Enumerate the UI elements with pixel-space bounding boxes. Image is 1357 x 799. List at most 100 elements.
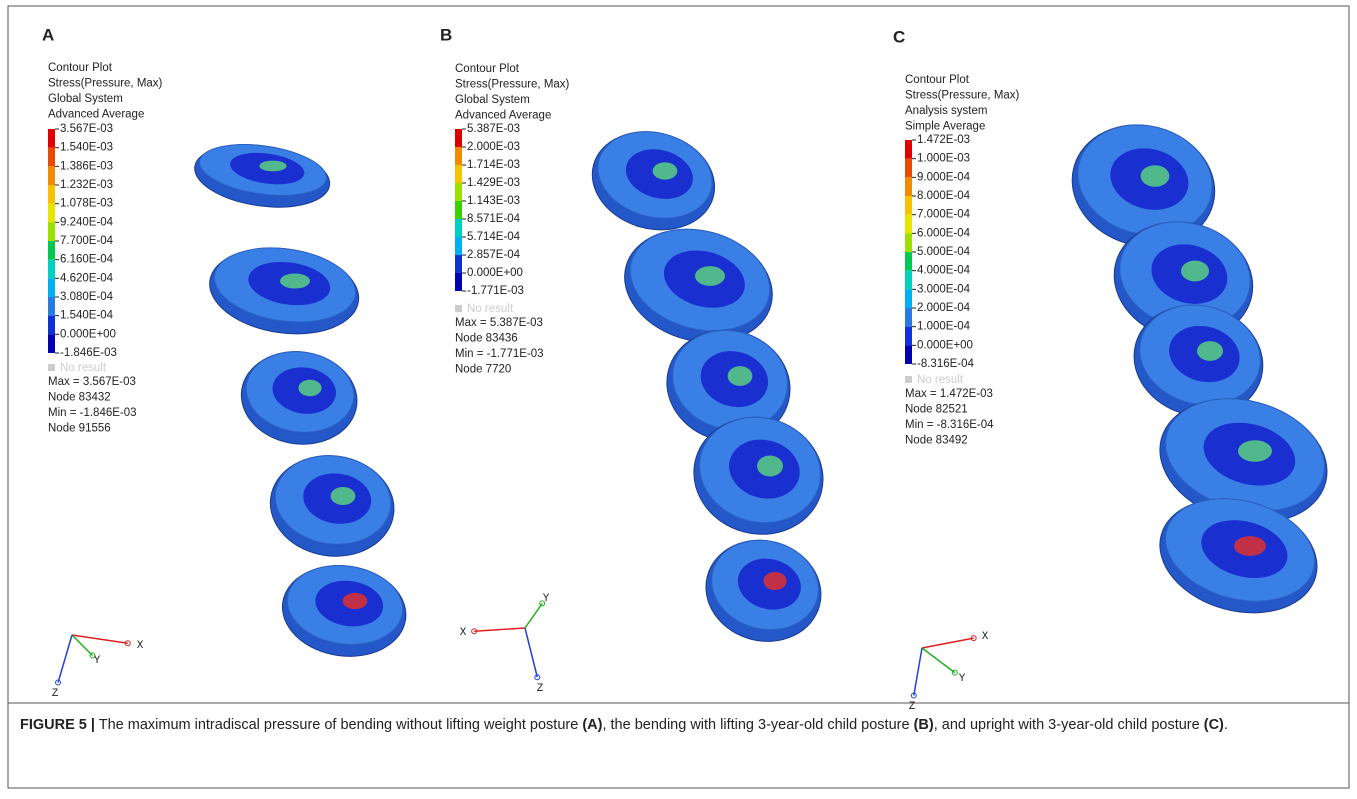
triad-axis	[58, 635, 72, 683]
legend-level: -1.846E-03	[60, 347, 117, 359]
legend-stat: Node 7720	[455, 364, 511, 376]
triad-label: Z	[537, 683, 544, 695]
no-result: No result	[60, 362, 107, 374]
legend-stat: Node 83436	[455, 333, 518, 345]
panel-label: B	[440, 25, 452, 44]
no-result-swatch	[455, 305, 462, 312]
legend-stat: Min = -1.846E-03	[48, 407, 137, 419]
legend-swatch	[455, 147, 462, 165]
legend-swatch	[48, 241, 55, 260]
triad-label: Y	[94, 655, 101, 667]
legend-swatch	[48, 297, 55, 316]
legend-header: Analysis system	[905, 105, 987, 117]
legend-level: 2.857E-04	[467, 249, 521, 261]
stress-patch	[757, 456, 783, 477]
legend-level: 1.386E-03	[60, 160, 113, 172]
legend-header: Stress(Pressure, Max)	[48, 78, 163, 90]
legend-header: Advanced Average	[455, 110, 551, 122]
legend-swatch	[48, 334, 55, 353]
stress-patch	[1197, 341, 1223, 361]
legend-level: 1.540E-03	[60, 142, 113, 154]
figure-canvas: AContour PlotStress(Pressure, Max)Global…	[0, 0, 1357, 799]
legend-level: 6.000E-04	[917, 227, 971, 239]
stress-patch	[1238, 440, 1272, 462]
legend-swatch	[455, 273, 462, 291]
legend-stat: Max = 5.387E-03	[455, 317, 543, 329]
caption-text: .	[1224, 717, 1228, 733]
legend-header: Contour Plot	[455, 63, 520, 75]
legend-header: Global System	[455, 94, 530, 106]
legend-level: 5.387E-03	[467, 123, 520, 135]
legend-swatch	[48, 222, 55, 241]
triad-label: Z	[52, 688, 59, 700]
legend-swatch	[455, 219, 462, 237]
no-result-swatch	[48, 364, 55, 371]
legend-level: 8.000E-04	[917, 190, 971, 202]
legend-level: 9.240E-04	[60, 216, 114, 228]
caption-ref: (A)	[582, 717, 602, 733]
legend-level: 1.000E-04	[917, 321, 971, 333]
legend-level: 9.000E-04	[917, 171, 971, 183]
legend-level: 1.143E-03	[467, 195, 520, 207]
legend-swatch	[48, 278, 55, 297]
stress-patch	[695, 266, 725, 286]
legend-swatch	[905, 159, 912, 178]
legend-swatch	[905, 327, 912, 346]
triad-label: X	[460, 627, 467, 639]
triad-label: Z	[909, 701, 916, 713]
legend-swatch	[905, 308, 912, 327]
legend-stat: Node 83492	[905, 435, 968, 447]
triad-axis	[72, 635, 128, 643]
no-result: No result	[467, 303, 514, 315]
legend-header: Contour Plot	[48, 62, 113, 74]
legend-swatch	[455, 237, 462, 255]
no-result: No result	[917, 374, 964, 386]
caption-text: , and upright with 3-year-old child post…	[934, 717, 1204, 733]
legend-stat: Node 83432	[48, 392, 111, 404]
legend-swatch	[455, 129, 462, 147]
stress-patch	[763, 572, 786, 590]
legend-level: 5.000E-04	[917, 246, 971, 258]
legend-level: 8.571E-04	[467, 213, 521, 225]
stress-patch	[728, 366, 753, 386]
legend-stat: Max = 1.472E-03	[905, 388, 993, 400]
legend-swatch	[905, 271, 912, 290]
stress-patch	[331, 487, 356, 505]
stress-patch	[653, 162, 678, 179]
triad-label: Y	[959, 673, 966, 685]
legend-swatch	[905, 233, 912, 252]
legend-swatch	[905, 215, 912, 234]
legend-swatch	[48, 166, 55, 185]
triad-label: Y	[543, 593, 550, 605]
legend-level: 0.000E+00	[60, 328, 116, 340]
legend-level: 7.700E-04	[60, 235, 114, 247]
legend-level: -1.771E-03	[467, 285, 524, 297]
caption: FIGURE 5 | The maximum intradiscal press…	[20, 714, 1330, 736]
stress-patch	[259, 161, 286, 172]
legend-swatch	[455, 165, 462, 183]
legend-stat: Node 91556	[48, 423, 111, 435]
legend-stat: Min = -1.771E-03	[455, 348, 544, 360]
legend-level: 2.000E-03	[467, 141, 520, 153]
legend-swatch	[455, 183, 462, 201]
caption-text: , the bending with lifting 3-year-old ch…	[602, 717, 913, 733]
legend-level: 3.000E-04	[917, 283, 971, 295]
triad-label: X	[982, 631, 989, 643]
stress-patch	[298, 380, 321, 397]
legend-swatch	[455, 201, 462, 219]
caption-text: The maximum intradiscal pressure of bend…	[95, 717, 582, 733]
legend-level: 2.000E-04	[917, 302, 971, 314]
legend-level: 3.080E-04	[60, 291, 114, 303]
legend-swatch	[48, 204, 55, 223]
legend-swatch	[48, 148, 55, 167]
caption-ref: (B)	[914, 717, 934, 733]
legend-header: Simple Average	[905, 121, 985, 133]
legend-header: Stress(Pressure, Max)	[455, 79, 570, 91]
triad-label: X	[137, 640, 144, 652]
legend-stat: Node 82521	[905, 404, 968, 416]
legend-stat: Max = 3.567E-03	[48, 376, 136, 388]
stress-patch	[1234, 536, 1266, 556]
stress-patch	[343, 593, 368, 609]
triad-axis	[922, 648, 955, 673]
legend-level: 7.000E-04	[917, 209, 971, 221]
